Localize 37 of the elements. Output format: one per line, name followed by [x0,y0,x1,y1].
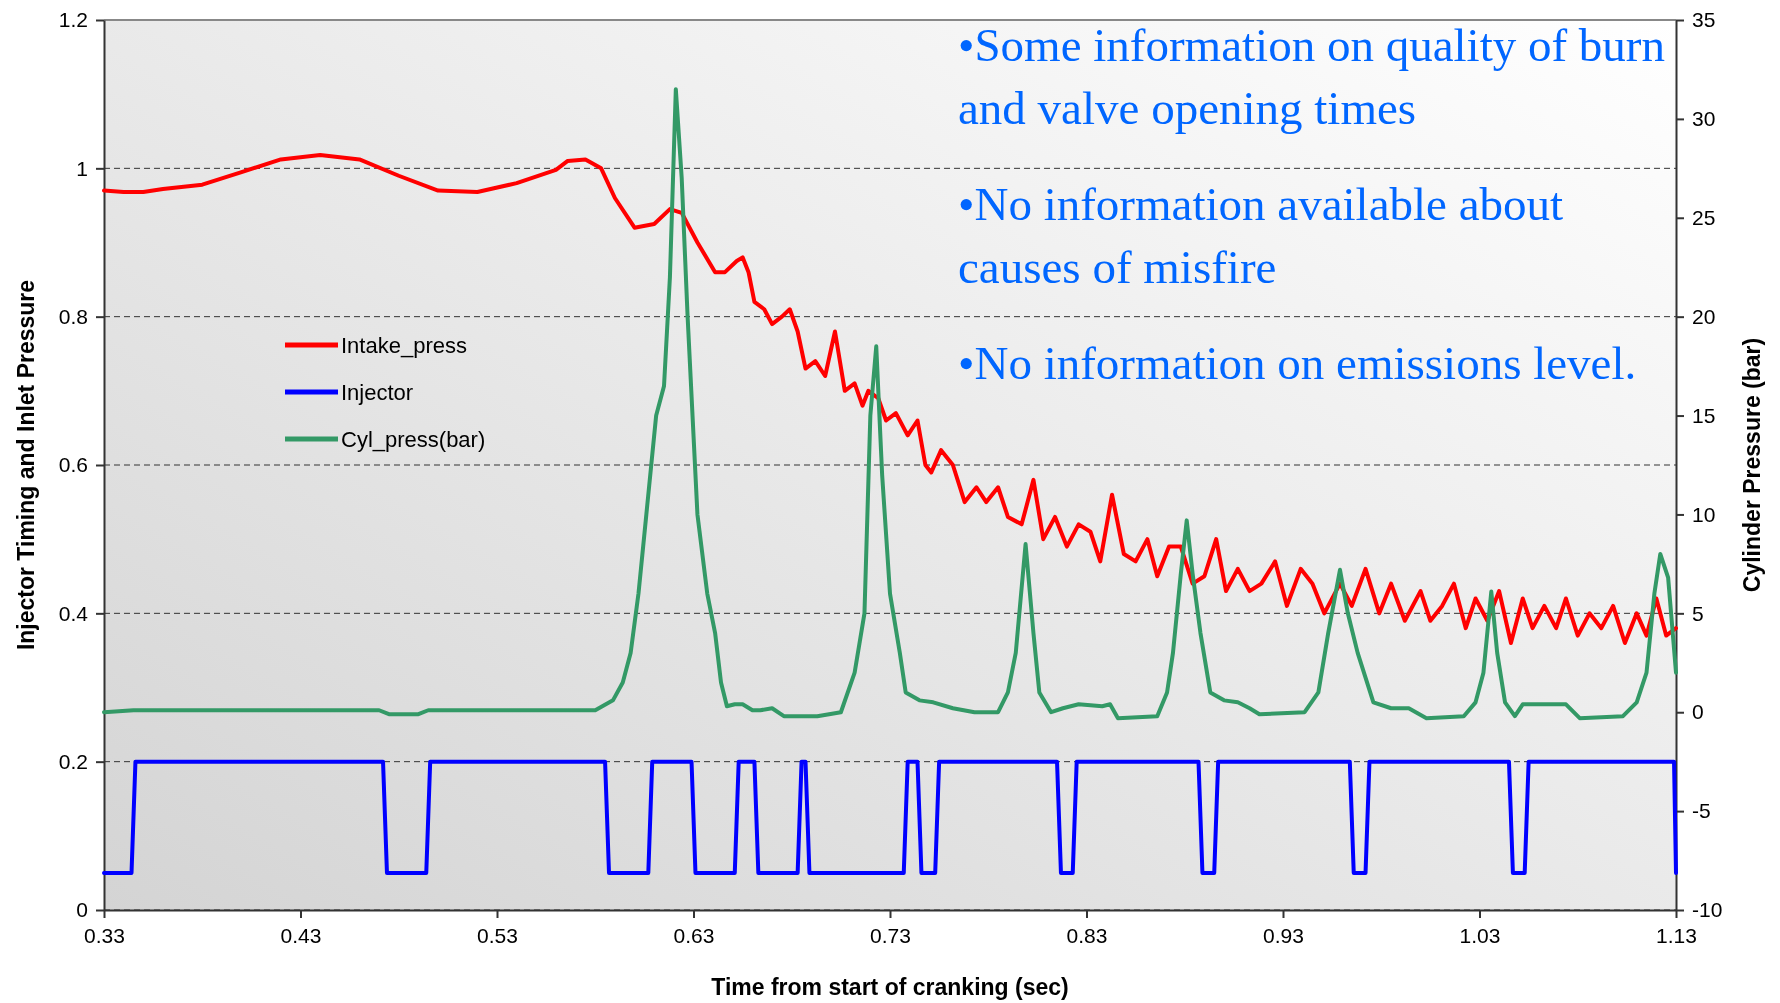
legend-label: Injector [341,380,414,405]
x-tick-label: 0.73 [870,923,911,947]
x-tick-label: 1.03 [1459,923,1501,947]
y2-tick-label: 0 [1692,700,1704,724]
y2-tick-label: 20 [1692,304,1716,328]
y2-tick-label: 15 [1692,403,1716,427]
y-tick-label: 0.2 [58,749,88,773]
x-tick-label: 1.13 [1656,923,1697,947]
y2-tick-label: -10 [1692,898,1723,922]
y-tick-label: 1.2 [58,8,88,32]
x-tick-label: 0.43 [280,923,322,947]
annotation: •No information on emissions level. [958,336,1638,391]
y2-tick-label: 30 [1692,107,1716,131]
x-tick-label: 0.33 [84,923,125,947]
legend-label: Cyl_press(bar) [341,427,486,452]
x-axis-title: Time from start of cranking (sec) [711,974,1069,1000]
y-tick-label: 0.4 [58,601,89,625]
y-axis-title: Injector Timing and Inlet Pressure [13,279,39,651]
y-tick-label: 0 [76,898,88,922]
y2-tick-label: 35 [1692,8,1716,32]
y2-tick-label: 25 [1692,206,1716,229]
y2-axis-title: Cylinder Pressure (bar) [1739,337,1765,593]
x-tick-label: 0.53 [477,923,518,947]
x-tick-label: 0.93 [1263,923,1304,947]
y-tick-label: 1 [76,156,88,180]
y-tick-label: 0.8 [58,304,88,328]
x-tick-label: 0.63 [673,923,715,947]
x-tick-label: 0.83 [1066,923,1108,947]
y-tick-label: 0.6 [58,453,88,477]
y2-tick-label: 5 [1692,601,1704,625]
line-series [102,152,1678,645]
line-series [102,87,1678,721]
legend-label: Intake_press [341,333,467,358]
y2-tick-label: -5 [1692,799,1711,823]
annotation: •No information available about causes of misfire [958,177,1565,295]
y2-tick-label: 10 [1692,502,1716,526]
annotation: •Some information on quality of burn and valve opening times [958,18,1666,136]
